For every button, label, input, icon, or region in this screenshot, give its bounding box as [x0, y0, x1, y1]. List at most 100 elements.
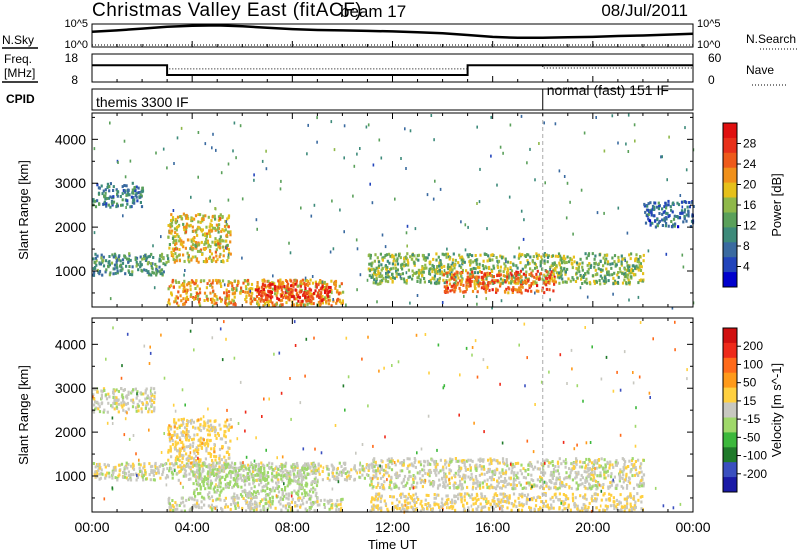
heat-cell	[127, 269, 130, 273]
heat-cell	[518, 286, 521, 290]
heat-cell	[161, 470, 165, 474]
heat-cell	[513, 471, 516, 475]
heat-cell	[175, 259, 178, 263]
heat-cell	[497, 271, 501, 275]
heat-cell	[571, 266, 574, 270]
heat-cell	[404, 263, 407, 267]
heat-cell	[295, 302, 298, 306]
heat-cell	[207, 442, 210, 446]
heat-cell	[419, 477, 422, 481]
noise-cell	[289, 251, 292, 255]
heat-cell	[407, 477, 410, 481]
heat-cell	[221, 445, 224, 448]
heat-cell	[191, 497, 194, 501]
heat-cell	[593, 472, 596, 476]
heat-cell	[664, 224, 667, 228]
heat-cell	[385, 465, 388, 469]
heat-cell	[616, 483, 619, 487]
heat-cell	[639, 269, 643, 272]
heat-cell	[277, 490, 281, 494]
heat-cell	[176, 435, 179, 439]
heat-cell	[254, 473, 257, 477]
heat-cell	[224, 435, 227, 439]
heat-cell	[319, 280, 322, 284]
heat-cell	[432, 460, 436, 464]
heat-cell	[276, 487, 279, 490]
heat-cell	[206, 428, 209, 432]
heat-cell	[372, 463, 375, 467]
heat-cell	[434, 465, 437, 469]
heat-cell	[120, 265, 123, 269]
heat-cell	[383, 473, 386, 477]
heat-cell	[171, 434, 174, 437]
heat-cell	[261, 472, 265, 475]
heat-cell	[261, 489, 264, 493]
heat-cell	[305, 500, 308, 504]
heat-cell	[464, 290, 467, 294]
heat-cell	[314, 465, 317, 469]
heat-cell	[301, 466, 304, 470]
heat-cell	[392, 266, 395, 270]
heat-cell	[175, 462, 178, 466]
heat-cell	[649, 223, 652, 227]
heat-cell	[517, 276, 520, 280]
heat-cell	[143, 254, 147, 258]
heat-cell	[524, 265, 527, 269]
heat-cell	[667, 224, 670, 228]
heat-cell	[520, 275, 523, 279]
heat-cell	[642, 458, 645, 462]
heat-cell	[380, 268, 383, 272]
heat-cell	[212, 214, 215, 218]
heat-cell	[370, 268, 373, 272]
heat-cell	[630, 459, 634, 462]
heat-cell	[555, 478, 558, 482]
heat-cell	[459, 279, 462, 283]
heat-cell	[293, 489, 296, 493]
heat-cell	[139, 391, 142, 395]
noise-cell	[625, 142, 627, 146]
heat-cell	[115, 256, 118, 260]
heat-cell	[94, 387, 97, 391]
heat-cell	[205, 232, 209, 236]
heat-cell	[97, 468, 100, 472]
heat-cell	[514, 462, 517, 465]
heat-cell	[287, 492, 290, 496]
heat-cell	[227, 297, 230, 300]
heat-cell	[617, 259, 620, 262]
heat-cell	[571, 478, 574, 482]
heat-cell	[187, 258, 190, 262]
noise-cell	[311, 275, 314, 278]
heat-cell	[379, 275, 382, 279]
heat-cell	[423, 460, 426, 464]
heat-cell	[610, 266, 613, 270]
heat-cell	[204, 462, 207, 466]
heat-cell	[221, 279, 225, 283]
heat-cell	[346, 470, 349, 474]
heat-cell	[530, 486, 533, 490]
heat-cell	[112, 466, 115, 470]
heat-cell	[192, 449, 196, 453]
heat-cell	[421, 265, 424, 268]
heat-cell	[95, 470, 98, 474]
heat-cell	[175, 225, 179, 229]
heat-cell	[337, 477, 340, 481]
heat-cell	[197, 220, 200, 224]
heat-cell	[639, 255, 642, 258]
heat-cell	[629, 271, 632, 275]
heat-cell	[104, 473, 107, 477]
heat-cell	[181, 456, 184, 460]
heat-cell	[213, 214, 216, 218]
heat-cell	[303, 471, 306, 475]
heat-cell	[240, 289, 243, 293]
heat-cell	[258, 303, 261, 307]
heat-cell	[402, 485, 405, 488]
heat-cell	[553, 267, 557, 271]
heat-cell	[195, 246, 198, 250]
heat-cell	[433, 274, 436, 278]
heat-cell	[210, 258, 213, 262]
heat-cell	[468, 253, 471, 257]
heat-cell	[387, 280, 390, 284]
heat-cell	[587, 252, 591, 256]
heat-cell	[477, 458, 480, 462]
heat-cell	[573, 260, 576, 264]
